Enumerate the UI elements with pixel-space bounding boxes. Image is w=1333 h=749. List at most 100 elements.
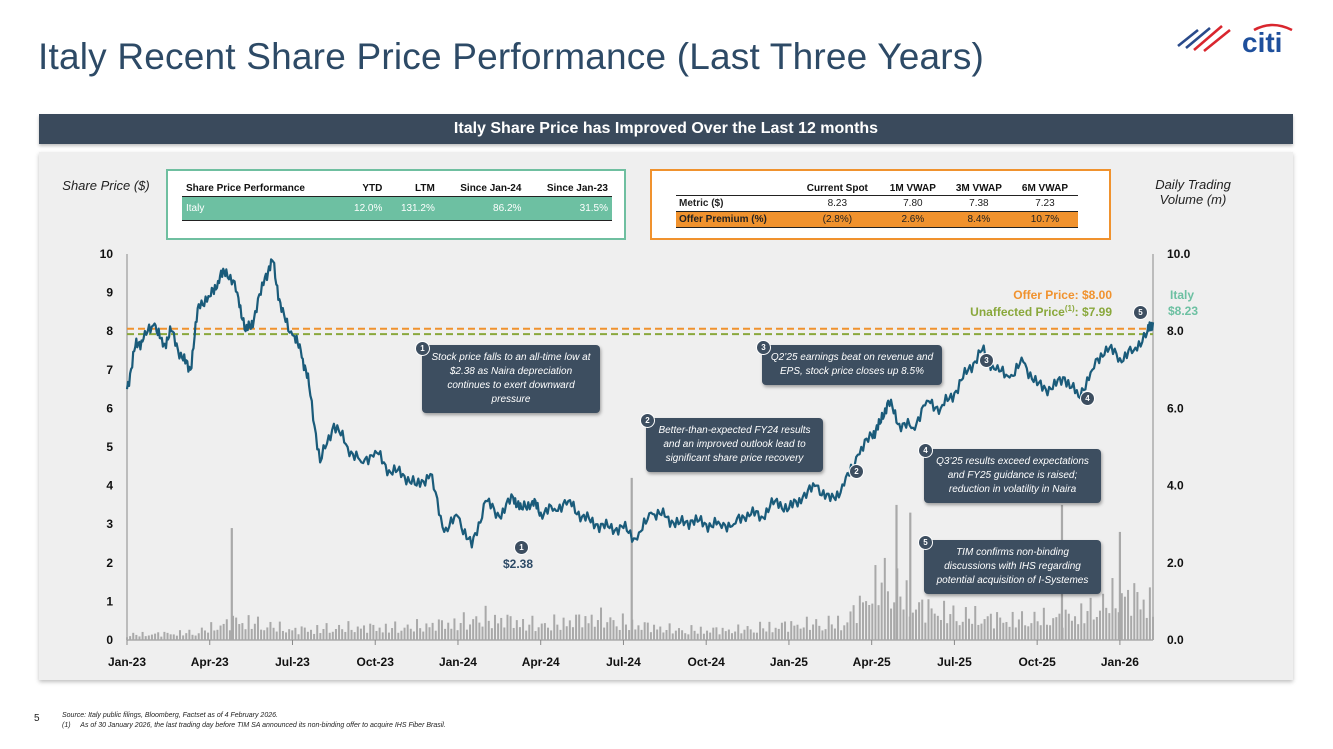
volume-bar — [1098, 610, 1101, 640]
metric-header-cell: 6M VWAP — [1021, 183, 1069, 194]
volume-bar — [1070, 620, 1073, 640]
volume-bar — [830, 624, 833, 640]
volume-bar — [1067, 613, 1070, 640]
y2-tick-label: 6.0 — [1167, 401, 1184, 415]
y2-tick-label: 10.0 — [1167, 247, 1191, 261]
volume-bar — [578, 614, 581, 640]
volume-bar — [232, 615, 235, 640]
annotation-callout-3: Q2’25 earnings beat on revenue and EPS, … — [762, 345, 942, 385]
volume-bar — [281, 630, 284, 640]
volume-bar — [493, 614, 496, 640]
volume-bar — [138, 636, 141, 640]
metric-table-box: Current Spot 1M VWAP 3M VWAP 6M VWAP Met… — [650, 169, 1111, 240]
volume-bar — [996, 612, 999, 640]
volume-bar — [1102, 593, 1105, 640]
y-tick-label: 10 — [100, 247, 114, 261]
volume-bar — [347, 621, 350, 640]
citi-logo-text: citi — [1242, 27, 1282, 58]
volume-bar — [219, 625, 222, 640]
volume-bar — [1036, 621, 1039, 640]
perf-cell: 31.5% — [525, 196, 612, 221]
volume-bar — [943, 600, 946, 640]
volume-bar — [1114, 608, 1117, 640]
unaffected-price-label-value: : $7.99 — [1074, 305, 1112, 319]
unaffected-price-label-main: Unaffected Price — [970, 305, 1065, 319]
volume-bar — [559, 629, 562, 640]
perf-cell: 86.2% — [438, 196, 526, 221]
volume-bar — [671, 633, 674, 640]
volume-bar — [612, 620, 615, 640]
callout-badge-4: 4 — [918, 443, 933, 458]
volume-bar — [939, 619, 942, 640]
volume-bar — [260, 629, 263, 640]
volume-bar — [1117, 612, 1120, 640]
y2-tick-label: 2.0 — [1167, 556, 1184, 570]
volume-bar — [593, 626, 596, 640]
volume-bar — [734, 631, 737, 640]
x-tick-label: Jan-25 — [770, 655, 808, 669]
volume-bar — [930, 608, 933, 640]
volume-bar — [331, 631, 334, 640]
volume-bar — [596, 620, 599, 640]
volume-bar — [188, 629, 191, 640]
volume-bar — [812, 624, 815, 640]
volume-bar — [144, 636, 147, 640]
section-banner: Italy Share Price has Improved Over the … — [39, 114, 1293, 144]
offer-price-label: Offer Price: $8.00 — [1013, 288, 1112, 302]
volume-bar — [1027, 626, 1030, 640]
volume-bar — [790, 621, 793, 640]
volume-bar — [1077, 624, 1080, 640]
volume-bar — [759, 621, 762, 640]
volume-bar — [416, 619, 419, 640]
metric-cell: 8.4% — [945, 211, 1012, 228]
volume-bar — [515, 620, 518, 640]
callout-badge-5: 5 — [918, 535, 933, 550]
x-tick-label: Oct-23 — [357, 655, 395, 669]
volume-bar — [490, 628, 493, 640]
volume-bar — [980, 623, 983, 640]
volume-bar — [724, 631, 727, 640]
x-tick-label: Oct-24 — [688, 655, 726, 669]
volume-bar — [191, 634, 194, 640]
volume-bar — [936, 615, 939, 640]
annotation-callout-2: Better-than-expected FY24 results and an… — [646, 418, 823, 472]
volume-spike-bar — [909, 512, 912, 640]
annotation-callout-4: Q3’25 results exceed expectations and FY… — [924, 449, 1101, 503]
volume-bar — [793, 625, 796, 640]
chart-marker-4: 4 — [1080, 391, 1095, 406]
volume-bar — [319, 633, 322, 640]
volume-bar — [665, 630, 668, 640]
chart-marker-5: 5 — [1133, 305, 1148, 320]
volume-bar — [968, 618, 971, 640]
metric-cell: Metric ($) — [676, 195, 795, 212]
volume-bar — [328, 632, 331, 640]
volume-bar — [475, 616, 478, 640]
x-tick-label: Jan-26 — [1101, 655, 1139, 669]
volume-bar — [1045, 624, 1048, 640]
performance-table: Share Price Performance YTD LTM Since Ja… — [182, 181, 612, 221]
x-tick-label: Jul-25 — [937, 655, 972, 669]
volume-bar — [833, 628, 836, 640]
volume-bar — [147, 635, 150, 640]
volume-bar — [687, 634, 690, 640]
volume-bar — [456, 630, 459, 640]
citi-logo: citi — [1177, 23, 1293, 58]
volume-bar — [179, 630, 182, 640]
volume-bar — [637, 625, 640, 640]
volume-bar — [353, 632, 356, 640]
volume-bar — [752, 632, 755, 640]
callout-badge-1: 1 — [415, 341, 430, 356]
volume-bar — [746, 626, 749, 640]
volume-bar — [575, 614, 578, 640]
volume-bar — [447, 622, 450, 640]
volume-bar — [821, 630, 824, 640]
volume-bar — [762, 628, 765, 640]
volume-bar — [531, 615, 534, 640]
perf-cell: 12.0% — [340, 196, 387, 221]
volume-bar — [1152, 616, 1154, 640]
volume-spike-bar — [1118, 531, 1122, 640]
y-tick-label: 6 — [106, 401, 113, 415]
volume-bar — [690, 625, 693, 640]
volume-bar — [861, 602, 864, 640]
volume-bar — [387, 632, 390, 640]
